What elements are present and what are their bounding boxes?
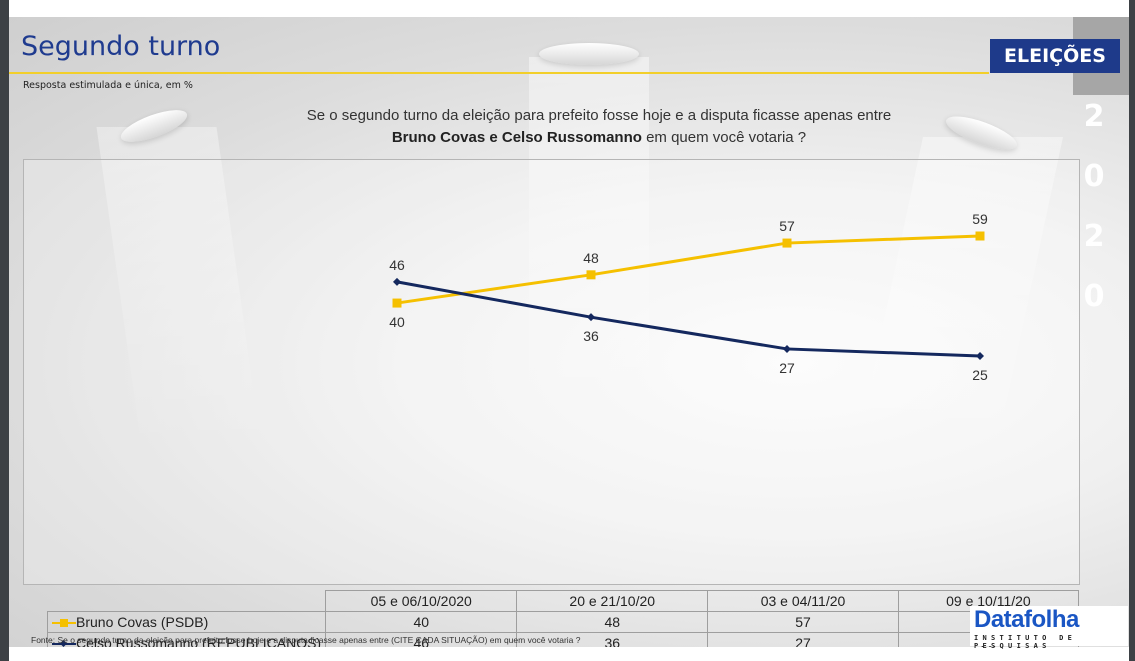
row-label: Celso Russomanno (REPUBLICANOS) (46, 632, 327, 647)
slide: Segundo turno Resposta estimulada e únic… (9, 17, 1129, 647)
footer-source: Fonte: Se o segundo turno da eleição par… (31, 635, 581, 645)
footer-notes: Fonte: Se o segundo turno da eleição par… (31, 635, 581, 647)
column-header: 05 e 06/10/2020 (325, 590, 518, 612)
data-point-marker (975, 231, 985, 241)
data-label: 27 (779, 360, 795, 376)
table-header-row: 05 e 06/10/2020 20 e 21/10/20 03 e 04/11… (47, 590, 1080, 612)
data-label: 57 (779, 218, 795, 234)
data-point-marker (586, 270, 596, 280)
light-beam (529, 57, 649, 417)
data-label: 25 (972, 367, 988, 383)
logo-wordmark: Datafolha (974, 606, 1079, 633)
series-line-bruno-covas (396, 234, 981, 305)
legend-diamond-marker-icon (52, 639, 76, 647)
question-candidates: Bruno Covas e Celso Russomanno (391, 129, 642, 146)
year-vertical: 2 0 2 0 (1079, 87, 1109, 327)
logo-tagline: INSTITUTO DE PESQUISAS (974, 634, 1077, 650)
table-cell: 57 (707, 611, 899, 633)
data-label: 46 (389, 257, 405, 273)
line-chart: 40 48 57 59 46 36 27 25 (389, 211, 988, 383)
data-label: 59 (972, 211, 988, 227)
data-point-marker (976, 352, 984, 360)
title-underline (9, 72, 989, 74)
year-digit: 0 (1083, 279, 1105, 314)
column-header: 20 e 21/10/20 (516, 590, 709, 612)
page-title: Segundo turno (21, 31, 221, 62)
data-point-marker (393, 277, 401, 286)
datafolha-logo: Datafolha INSTITUTO DE PESQUISAS (970, 606, 1128, 650)
chart-question: Se o segundo turno da eleição para prefe… (249, 105, 949, 149)
table-cell: 27 (707, 632, 899, 647)
data-point-marker (783, 344, 791, 353)
data-table: 05 e 06/10/2020 20 e 21/10/20 03 e 04/11… (46, 590, 1080, 647)
ceiling-lamp (539, 43, 639, 65)
data-label: 36 (583, 328, 599, 344)
table-cell: 46 (325, 632, 518, 647)
question-rest: em quem você votaria ? (641, 129, 807, 146)
footer-base: Base: Total da amostra (31, 646, 581, 647)
year-digit: 0 (1083, 159, 1105, 194)
window-right-edge (1129, 0, 1135, 661)
year-digit: 2 (1083, 219, 1105, 254)
data-point-marker (392, 298, 402, 308)
window-left-edge (0, 0, 9, 661)
table-cell: 48 (516, 611, 709, 633)
legend-square-marker-icon (52, 618, 76, 628)
data-point-marker (782, 238, 792, 248)
table-cell: 40 (325, 611, 518, 633)
column-header: 03 e 04/11/20 (707, 590, 899, 612)
row-label-text: Celso Russomanno (REPUBLICANOS) (76, 635, 322, 647)
year-digit: 2 (1083, 99, 1105, 134)
series-line-celso-russomanno (396, 280, 981, 358)
table-row: Bruno Covas (PSDB) 40 48 57 59 (46, 611, 1080, 633)
table-corner (47, 590, 327, 612)
question-line-1: Se o segundo turno da eleição para prefe… (306, 107, 892, 124)
row-label: Bruno Covas (PSDB) (46, 611, 327, 633)
data-point-marker (587, 313, 595, 322)
table-cell: 36 (516, 632, 709, 647)
elections-badge: ELEIÇÕES (990, 39, 1120, 73)
data-label: 48 (583, 250, 599, 266)
plot-area: 40 48 57 59 46 36 27 25 05 e 06/10/2020 20 e 21… (23, 159, 1080, 647)
subtitle: Resposta estimulada e única, em % (23, 80, 193, 91)
row-label-text: Bruno Covas (PSDB) (76, 614, 209, 630)
data-label: 40 (389, 314, 405, 330)
question-line-2: Bruno Covas e Celso Russomanno em quem v… (249, 127, 949, 149)
